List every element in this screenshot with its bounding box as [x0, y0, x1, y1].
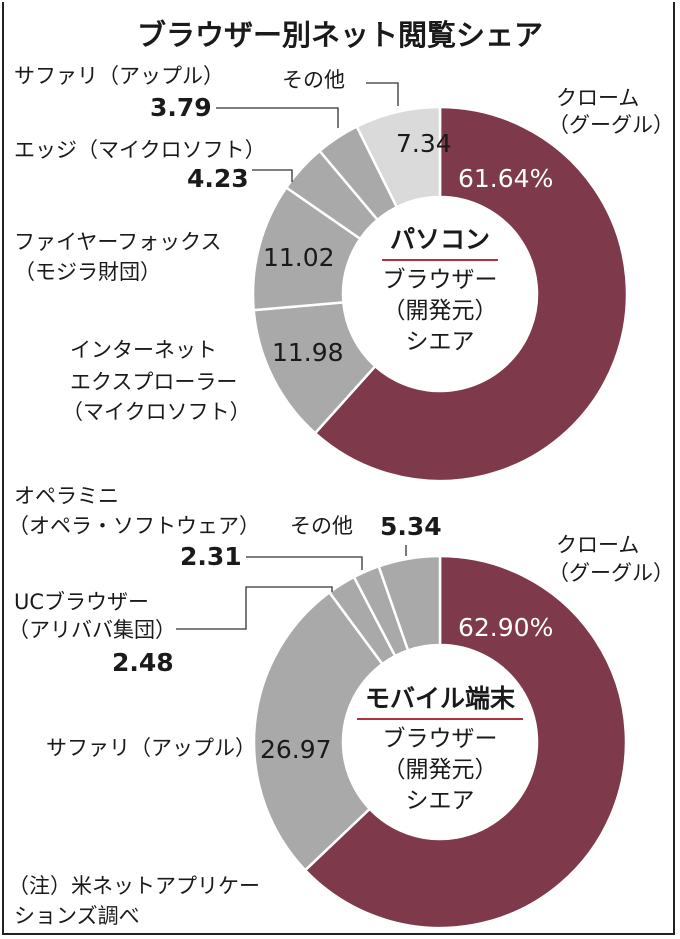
donut-pc [251, 105, 629, 483]
label-pc-chrome-2: （グーグル） [548, 113, 674, 137]
label-pc-firefox-2: （モジラ財団） [14, 260, 161, 284]
center-label-pc: パソコン ブラウザー （開発元） シエア [340, 224, 540, 358]
donut-slice [355, 105, 442, 209]
donut-mobile [252, 554, 628, 930]
label-mob-chrome-1: クローム [556, 533, 640, 557]
label-pc-ie-1: インターネット [70, 338, 217, 362]
leader-mob-opera [246, 556, 363, 570]
label-pc-ie-2: エクスプローラー [70, 370, 238, 394]
chart-title: ブラウザー別ネット閲覧シェア [136, 18, 543, 52]
donut-slice [377, 554, 442, 653]
center-label-mobile: モバイル端末 ブラウザー （開発元） シエア [340, 683, 540, 817]
center-sub-mob-2: （開発元） [382, 757, 498, 783]
label-mob-uc-1: UCブラウザー [14, 590, 150, 614]
value-pc-firefox: 11.02 [263, 243, 335, 272]
center-title-pc: パソコン [381, 224, 498, 261]
leader-mob-uc [176, 586, 333, 630]
leader-lines [176, 82, 407, 630]
label-mob-other: その他 [290, 514, 353, 538]
value-mob-safari: 26.97 [260, 735, 332, 764]
value-mob-other: 5.34 [380, 512, 442, 541]
donut-slice [252, 590, 385, 872]
leader-pc-edge [252, 169, 293, 182]
center-sub-mob-1: ブラウザー [382, 726, 498, 752]
value-mob-uc: 2.48 [112, 648, 174, 677]
value-pc-other: 7.34 [396, 129, 452, 158]
label-pc-ie-3: （マイクロソフト） [62, 400, 251, 424]
label-mob-opera-1: オペラミニ [14, 484, 119, 508]
value-pc-safari: 3.79 [150, 93, 212, 122]
label-mob-uc-2: （アリババ集団） [8, 618, 176, 642]
label-pc-other: その他 [282, 68, 345, 92]
value-pc-ie: 11.98 [272, 338, 344, 367]
label-pc-firefox-1: ファイヤーフォックス [14, 230, 222, 254]
label-pc-edge: エッジ（マイクロソフト） [14, 138, 266, 162]
label-mob-chrome-2: （グーグル） [548, 561, 674, 585]
center-title-mobile: モバイル端末 [356, 683, 523, 720]
label-pc-chrome-1: クローム [556, 86, 640, 110]
leader-pc-other [366, 82, 399, 106]
label-mob-opera-2: （オペラ・ソフトウェア） [8, 514, 260, 538]
center-sub-pc-1: ブラウザー [382, 267, 498, 293]
center-sub-pc-2: （開発元） [382, 298, 498, 324]
value-mob-chrome: 62.90% [458, 613, 554, 642]
donut-slice [313, 105, 629, 483]
value-mob-opera: 2.31 [180, 542, 242, 571]
footnote-line-2: ションズ調べ [14, 904, 140, 928]
leader-pc-safari [216, 107, 339, 128]
value-pc-edge: 4.23 [187, 164, 249, 193]
center-sub-mob-3: シエア [405, 788, 475, 814]
label-mob-safari: サファリ（アップル） [46, 736, 256, 760]
donut-slice [303, 554, 628, 930]
center-sub-pc-3: シエア [405, 329, 475, 355]
label-pc-safari: サファリ（アップル） [14, 64, 224, 88]
footnote-line-1: （注）米ネットアプリケー [8, 874, 260, 898]
value-pc-chrome: 61.64% [458, 164, 554, 193]
